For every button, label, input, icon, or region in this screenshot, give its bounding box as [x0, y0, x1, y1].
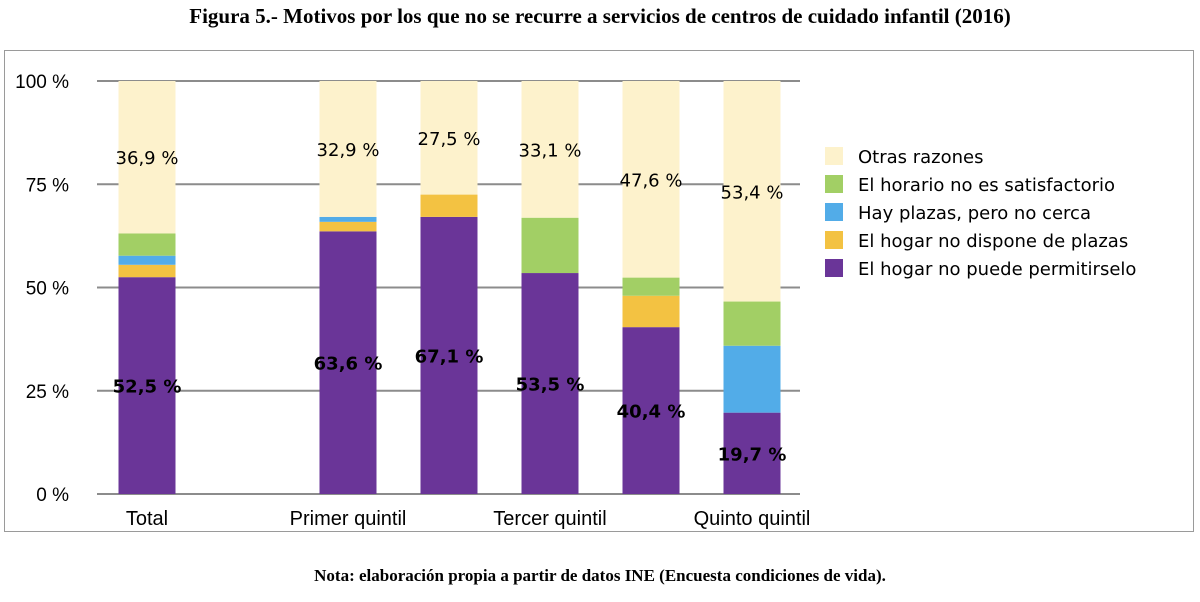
- legend-label: El hogar no dispone de plazas: [858, 231, 1128, 252]
- bar-segment: [118, 81, 176, 234]
- legend-swatch: [825, 259, 843, 277]
- bar-segment: [723, 301, 781, 346]
- data-label: 27,5 %: [418, 129, 481, 150]
- data-label: 67,1 %: [415, 346, 484, 367]
- x-tick-label: Total: [126, 508, 168, 530]
- y-tick-label: 75 %: [26, 175, 69, 196]
- data-label: 47,6 %: [620, 170, 683, 191]
- data-label: 53,4 %: [721, 182, 784, 203]
- bar-segment: [118, 277, 176, 494]
- bar-segment: [723, 412, 781, 494]
- y-tick-label: 0 %: [36, 485, 69, 506]
- bar-segment: [521, 81, 579, 218]
- bar-segment: [622, 327, 680, 494]
- bar-segment: [420, 216, 478, 494]
- legend-label: Otras razones: [858, 147, 984, 168]
- bar-segment: [521, 273, 579, 494]
- data-label: 40,4 %: [617, 402, 686, 423]
- chart-frame: [4, 50, 1194, 532]
- x-tick-label: Primer quintil: [290, 508, 407, 530]
- legend-label: El horario no es satisfactorio: [858, 175, 1115, 196]
- legend-swatch: [825, 231, 843, 249]
- legend-swatch: [825, 147, 843, 165]
- data-label: 33,1 %: [519, 140, 582, 161]
- bar-segment: [420, 81, 478, 195]
- x-tick-label: Quinto quintil: [694, 508, 811, 530]
- bar-segment: [622, 295, 680, 328]
- figure-note: Nota: elaboración propia a partir de dat…: [314, 566, 886, 585]
- bar-segment: [319, 221, 377, 232]
- bar-segment: [319, 231, 377, 494]
- legend-swatch: [825, 203, 843, 221]
- y-tick-label: 100 %: [15, 72, 69, 93]
- bar-segment: [521, 217, 579, 274]
- bar-segment: [319, 81, 377, 217]
- bar-segment: [118, 233, 176, 256]
- data-label: 52,5 %: [113, 377, 182, 398]
- data-label: 53,5 %: [516, 375, 585, 396]
- bar-segment: [622, 277, 680, 296]
- bar-segment: [118, 255, 176, 265]
- bar-segment: [622, 81, 680, 278]
- data-label: 19,7 %: [718, 444, 787, 465]
- data-label: 32,9 %: [317, 140, 380, 161]
- bar-segment: [319, 216, 377, 222]
- legend-label: El hogar no puede permitirselo: [858, 259, 1136, 280]
- bar-segment: [420, 194, 478, 217]
- bar-segment: [118, 264, 176, 278]
- figure-title: Figura 5.- Motivos por los que no se rec…: [189, 4, 1011, 28]
- y-tick-label: 25 %: [26, 382, 69, 403]
- data-label: 63,6 %: [314, 354, 383, 375]
- bar-segment: [723, 345, 781, 413]
- legend-swatch: [825, 175, 843, 193]
- y-tick-label: 50 %: [26, 279, 69, 300]
- x-tick-label: Tercer quintil: [493, 508, 606, 530]
- bar-segment: [723, 81, 781, 302]
- data-label: 36,9 %: [116, 148, 179, 169]
- legend-label: Hay plazas, pero no cerca: [858, 203, 1091, 224]
